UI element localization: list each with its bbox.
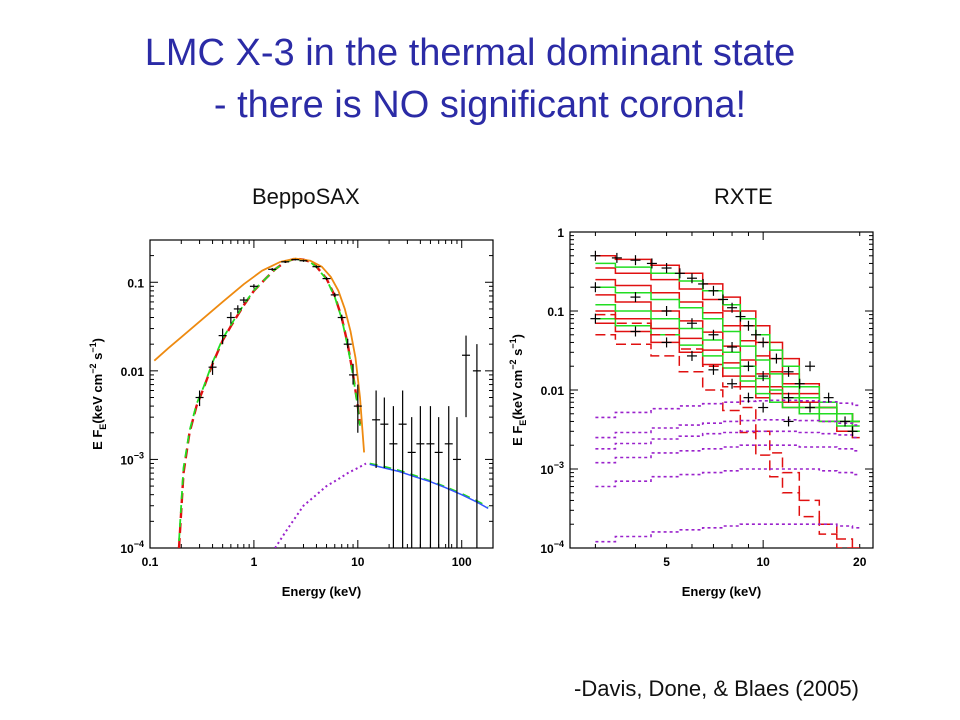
slide-title-line-2: - there is NO significant corona!: [213, 84, 747, 126]
rxte-model-green-1-0: [595, 262, 860, 423]
rxte-panel-label: RXTE: [714, 184, 773, 209]
beppo-plot-frame: [149, 239, 494, 549]
beppo-x-tick-label: 100: [452, 555, 472, 569]
beppo-y-tick-label: 0.01: [121, 365, 145, 379]
citation: -Davis, Done, & Blaes (2005): [574, 676, 859, 701]
rxte-model-green-1-2: [595, 303, 860, 427]
beppo-y-tick-label: 0.1: [127, 276, 144, 290]
beppo-y-tick-label: 10−4: [120, 539, 144, 556]
beppo-y-axis-title: E FE(keV cm−2 s−1): [88, 338, 108, 450]
beppo-x-axis-title: Energy (keV): [282, 584, 361, 599]
rxte-model-purple-3-4: [595, 468, 860, 488]
beppo-y-tick-label: 10−3: [120, 450, 144, 467]
beppo-x-tick-label: 10: [351, 555, 365, 569]
rxte-model-purple-3-5: [595, 523, 860, 543]
rxte-model-purple-3-3: [595, 444, 860, 464]
rxte-y-axis-title: E FE(keV cm−2 s−1): [508, 334, 528, 446]
rxte-x-axis-title: Energy (keV): [682, 584, 761, 599]
beppo-x-tick-label: 1: [251, 555, 258, 569]
beppo-model-blue-5: [369, 463, 489, 510]
rxte-axes: 5 10 20 1 0.1 0.01 10−3 10−4 Energy (keV) E FE(ke…: [508, 226, 874, 599]
beppo-x-tick-label: 0.1: [142, 555, 159, 569]
rxte-model-red-0-0: [595, 255, 860, 423]
rxte-model-red-2-0: [595, 313, 860, 548]
beppo-axes: 0.1 1 10 100 0.1 0.01 10−3 10−4 Energy (keV) E FE…: [88, 239, 494, 599]
rxte-model-purple-3-2: [595, 430, 860, 450]
beppo-model-green-dashed-4: [369, 462, 489, 508]
rxte-y-tick-label: 10−4: [540, 539, 564, 556]
rxte-x-tick-label: 5: [663, 555, 670, 569]
beppo-model-green-dashed-1: [178, 258, 361, 542]
rxte-x-tick-label: 10: [756, 555, 770, 569]
beppo-model-orange-2: [153, 257, 365, 453]
rxte-model-green-1-1: [595, 286, 860, 423]
rxte-model-red-2-1: [595, 334, 860, 548]
rxte-y-tick-label: 10−3: [540, 460, 564, 477]
rxte-model-purple-3-1: [595, 419, 860, 439]
beppo-series: [153, 257, 489, 548]
rxte-y-tick-label: 1: [557, 226, 564, 240]
beppo-model-red-dashed-0: [177, 257, 362, 548]
beppo-model-purple-dotted-3: [274, 462, 367, 548]
rxte-y-tick-label: 0.01: [541, 384, 565, 398]
slide-title-line-1: LMC X-3 in the thermal dominant state: [144, 32, 796, 74]
rxte-model-purple-3-0: [595, 399, 860, 419]
rxte-y-tick-label: 0.1: [547, 305, 564, 319]
rxte-x-tick-label: 20: [853, 555, 867, 569]
beppo-panel-label: BeppoSAX: [252, 184, 360, 209]
rxte-series: [590, 250, 860, 548]
